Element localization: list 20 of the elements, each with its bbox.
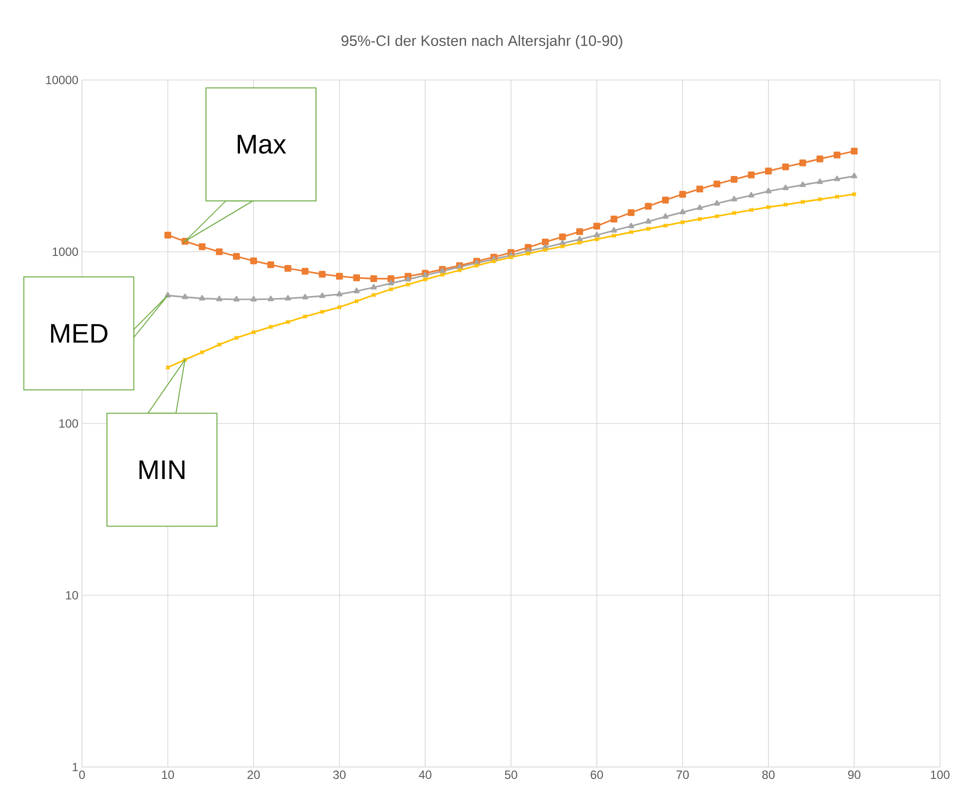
- x-tick-label: 10: [162, 770, 174, 779]
- x-tick-label: 40: [418, 770, 432, 779]
- y-tick-label: 100: [59, 419, 78, 428]
- x-tick-label: 30: [333, 770, 346, 779]
- chart-title: 95%-CI der Kosten nach Altersjahr (10-90): [342, 35, 622, 49]
- x-tick-label: 70: [676, 770, 689, 779]
- x-tick-label: 100: [930, 770, 950, 779]
- x-tick-label: 80: [762, 770, 775, 779]
- x-tick-label: 0: [79, 770, 85, 779]
- annotation: MED: [51, 324, 108, 343]
- y-tick-label: 10: [66, 591, 78, 600]
- x-tick-label: 50: [504, 770, 518, 779]
- annotation: MIN: [140, 460, 184, 480]
- x-tick-label: 90: [848, 770, 860, 779]
- x-tick-label: 60: [590, 770, 603, 779]
- annotation: Max: [238, 134, 286, 154]
- y-tick-label: 10000: [46, 76, 78, 84]
- y-tick-label: 1000: [52, 248, 78, 256]
- x-tick-label: 20: [248, 770, 260, 779]
- y-tick-label: 1: [72, 762, 78, 772]
